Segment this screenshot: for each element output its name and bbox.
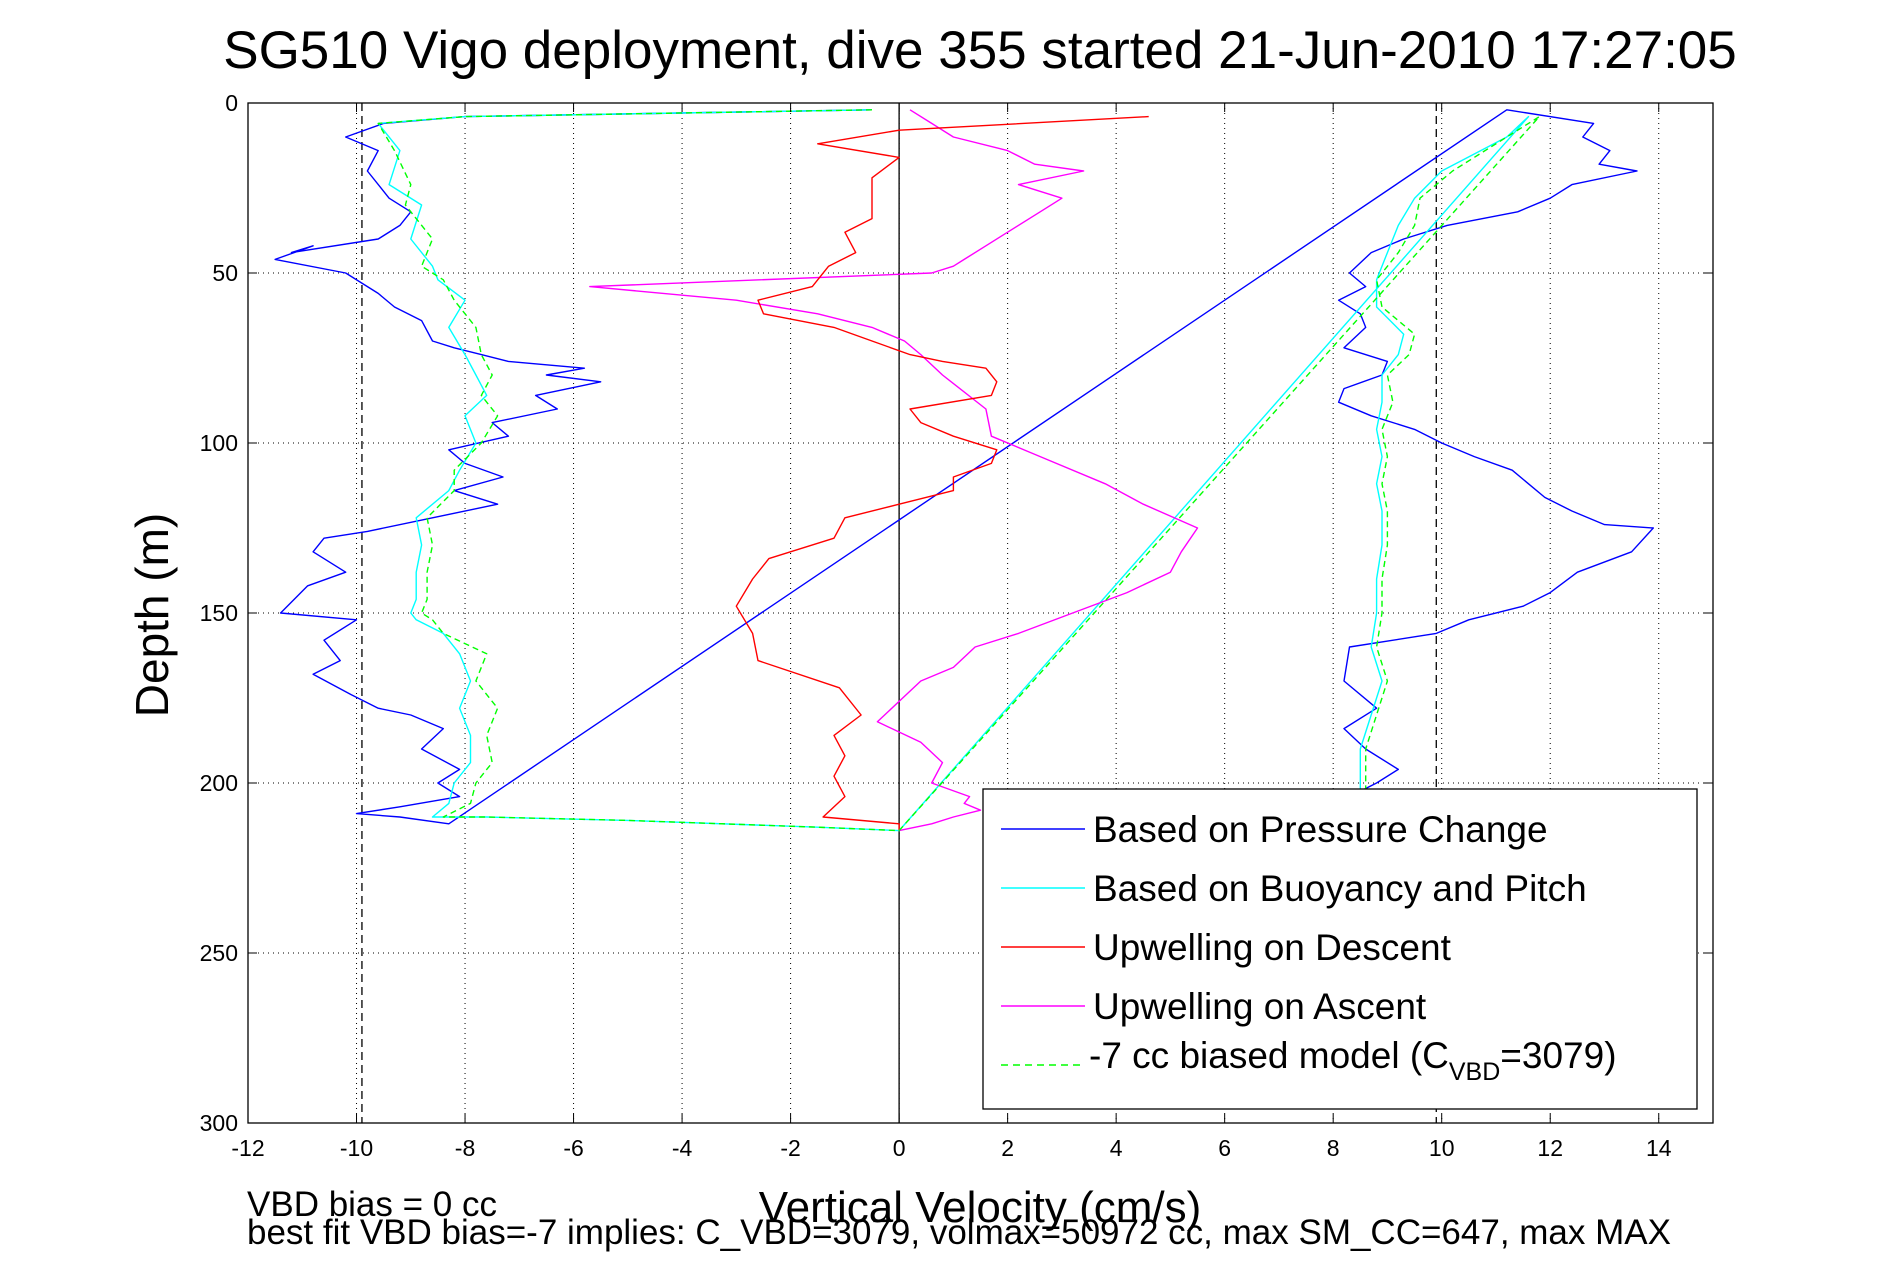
y-axis-label: Depth (m) bbox=[126, 513, 178, 717]
x-tick-label: 2 bbox=[1001, 1135, 1014, 1161]
legend-box bbox=[982, 788, 1698, 1110]
x-tick-label: -12 bbox=[231, 1135, 264, 1161]
x-tick-label: -6 bbox=[563, 1135, 583, 1161]
legend-label: Based on Pressure Change bbox=[1093, 809, 1548, 850]
y-tick-label: 0 bbox=[225, 90, 238, 116]
y-tick-label: 250 bbox=[200, 940, 238, 966]
y-axis-ticks: 0 50 100 150 200 250 300 bbox=[200, 90, 1713, 1136]
series-line bbox=[377, 109, 1541, 832]
x-tick-label: 14 bbox=[1646, 1135, 1672, 1161]
series-group bbox=[274, 109, 1655, 832]
y-tick-label: 200 bbox=[200, 770, 238, 796]
x-tick-label: 12 bbox=[1537, 1135, 1563, 1161]
best-fit-note: best fit VBD bias=-7 implies: C_VBD=3079… bbox=[247, 1213, 1671, 1252]
x-axis-label: Vertical Velocity (cm/s) bbox=[759, 1183, 1202, 1232]
legend: Based on Pressure Change Based on Buoyanc… bbox=[982, 788, 1698, 1110]
series-line bbox=[377, 109, 1530, 832]
vbd-bias-note: VBD bias = 0 cc bbox=[247, 1185, 497, 1224]
series-line bbox=[274, 109, 1655, 825]
x-axis-ticks: -12 -10 -8 -6 -4 -2 0 2 4 6 8 10 12 14 bbox=[231, 103, 1672, 1161]
y-tick-label: 150 bbox=[200, 600, 238, 626]
y-tick-label: 100 bbox=[200, 430, 238, 456]
legend-label: Upwelling on Descent bbox=[1093, 927, 1452, 968]
legend-label: Upwelling on Ascent bbox=[1093, 986, 1427, 1027]
x-tick-label: 10 bbox=[1429, 1135, 1455, 1161]
x-tick-label: -4 bbox=[672, 1135, 693, 1161]
series-line bbox=[735, 115, 1149, 831]
legend-label-model: -7 cc biased model (CVBD=3079) bbox=[1089, 1035, 1617, 1086]
x-tick-label: -2 bbox=[780, 1135, 800, 1161]
y-tick-label: 50 bbox=[212, 260, 238, 286]
chart-title: SG510 Vigo deployment, dive 355 started … bbox=[223, 21, 1737, 80]
y-tick-label: 300 bbox=[200, 1110, 238, 1136]
x-tick-label: 0 bbox=[893, 1135, 906, 1161]
x-tick-label: 8 bbox=[1327, 1135, 1340, 1161]
series-line bbox=[589, 109, 1199, 832]
x-tick-label: -10 bbox=[340, 1135, 373, 1161]
x-tick-label: 6 bbox=[1218, 1135, 1231, 1161]
x-tick-label: -8 bbox=[455, 1135, 475, 1161]
x-tick-label: 4 bbox=[1110, 1135, 1123, 1161]
legend-label: Based on Buoyancy and Pitch bbox=[1093, 868, 1587, 909]
